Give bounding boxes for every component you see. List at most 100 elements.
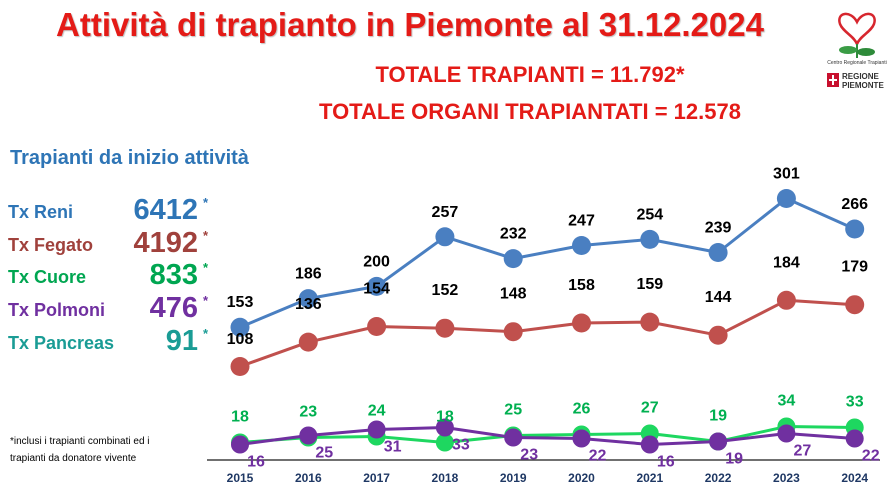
data-label-polmoni: 23 xyxy=(520,447,538,464)
footnote: *inclusi i trapianti combinati ed i trap… xyxy=(10,433,200,467)
x-tick-label: 2018 xyxy=(432,471,459,485)
data-label-polmoni: 33 xyxy=(452,437,470,454)
x-tick-label: 2015 xyxy=(227,471,254,485)
footnote-line2: trapianti da donatore vivente xyxy=(10,453,137,464)
stat-asterisk: * xyxy=(202,195,208,210)
data-point-cuore xyxy=(435,433,454,452)
data-label-fegato: 148 xyxy=(500,286,527,303)
stat-asterisk: * xyxy=(202,293,208,308)
stat-asterisk: * xyxy=(202,228,208,243)
stat-label: Tx Polmoni xyxy=(8,300,106,320)
data-label-fegato: 108 xyxy=(227,331,254,348)
data-point-fegato xyxy=(503,322,523,342)
data-label-cuore: 27 xyxy=(641,400,659,417)
stat-row: Tx Reni 6412 * xyxy=(8,193,208,227)
data-label-cuore: 18 xyxy=(231,409,249,426)
data-point-polmoni xyxy=(231,435,249,454)
total-transplants: TOTALE TRAPIANTI = 11.792* xyxy=(375,62,685,87)
data-label-reni: 254 xyxy=(636,206,663,223)
series-line-fegato xyxy=(239,298,855,368)
data-label-cuore: 18 xyxy=(436,409,454,426)
data-label-fegato: 152 xyxy=(432,282,459,299)
data-point-fegato xyxy=(845,295,865,315)
data-label-cuore: 33 xyxy=(846,394,864,411)
data-label-fegato: 158 xyxy=(568,277,595,294)
data-label-polmoni: 16 xyxy=(247,454,265,471)
data-point-polmoni xyxy=(572,429,591,448)
data-label-fegato: 184 xyxy=(773,254,800,271)
data-point-fegato xyxy=(435,318,455,338)
stat-row: Tx Cuore 833 * xyxy=(8,258,208,292)
data-label-fegato: 159 xyxy=(636,276,663,293)
data-label-polmoni: 31 xyxy=(384,439,402,456)
data-label-reni: 257 xyxy=(432,204,459,221)
data-point-fegato xyxy=(230,357,250,376)
data-label-cuore: 23 xyxy=(299,404,317,421)
regione-logo: REGIONE PIEMONTE xyxy=(824,70,890,92)
data-point-polmoni xyxy=(640,435,659,454)
x-tick-label: 2016 xyxy=(295,471,322,485)
data-label-reni: 301 xyxy=(773,165,800,182)
data-point-reni xyxy=(776,189,796,208)
x-tick-label: 2021 xyxy=(636,471,663,485)
regione-line1: REGIONE xyxy=(842,72,879,81)
data-label-polmoni: 27 xyxy=(794,443,812,460)
data-label-fegato: 136 xyxy=(295,296,322,313)
series-line-reni xyxy=(239,197,856,329)
data-label-cuore: 26 xyxy=(573,401,591,418)
data-point-fegato xyxy=(776,290,796,310)
data-point-reni xyxy=(367,276,387,296)
data-point-reni xyxy=(298,289,318,309)
data-point-polmoni xyxy=(299,426,318,445)
stat-asterisk: * xyxy=(202,326,208,341)
data-label-fegato: 179 xyxy=(841,259,868,276)
stat-value: 91 xyxy=(165,325,198,357)
heart-flower-icon xyxy=(838,12,876,58)
data-point-polmoni xyxy=(777,424,796,443)
footnote-line1: *inclusi i trapianti combinati ed i xyxy=(10,436,150,447)
data-point-fegato xyxy=(708,325,728,345)
data-label-cuore: 24 xyxy=(368,403,386,420)
logo-center-text: Centro Regionale Trapianti xyxy=(827,60,887,66)
subtitle: Trapianti da inizio attività xyxy=(10,147,249,169)
data-label-polmoni: 25 xyxy=(315,445,333,462)
stat-asterisk: * xyxy=(202,260,208,275)
data-point-fegato xyxy=(367,317,387,336)
data-point-polmoni xyxy=(367,420,386,439)
regione-shield-icon xyxy=(827,73,839,87)
data-point-polmoni xyxy=(709,432,728,451)
data-point-reni xyxy=(503,249,523,269)
x-tick-label: 2019 xyxy=(500,471,527,485)
regione-text: REGIONE PIEMONTE xyxy=(842,72,884,90)
data-label-cuore: 34 xyxy=(778,393,796,410)
data-point-polmoni xyxy=(435,418,454,437)
data-point-polmoni xyxy=(504,428,523,447)
data-label-reni: 200 xyxy=(363,253,390,270)
stat-label: Tx Pancreas xyxy=(8,333,115,353)
data-point-fegato xyxy=(572,313,591,333)
x-tick-label: 2017 xyxy=(363,471,390,485)
x-tick-label: 2023 xyxy=(773,471,800,485)
data-label-reni: 232 xyxy=(500,226,527,243)
data-point-reni xyxy=(640,229,660,249)
stat-label: Tx Cuore xyxy=(8,267,87,287)
data-label-cuore: 19 xyxy=(709,408,727,425)
total-organs: TOTALE ORGANI TRAPIANTATI = 12.578 xyxy=(319,99,741,124)
data-label-fegato: 144 xyxy=(705,289,732,306)
stat-value: 833 xyxy=(149,259,198,291)
data-point-fegato xyxy=(298,332,318,352)
data-point-reni xyxy=(845,219,865,239)
stat-row: Tx Polmoni 476 * xyxy=(8,291,208,325)
logo: Centro Regionale Trapianti REGIONE PIEMO… xyxy=(824,4,890,94)
data-point-reni xyxy=(230,317,250,337)
stat-label: Tx Reni xyxy=(8,202,74,222)
page-title: Attività di trapianto in Piemonte al 31.… xyxy=(56,6,764,43)
stat-value: 4192 xyxy=(133,227,198,259)
stat-value: 6412 xyxy=(133,194,198,226)
data-point-reni xyxy=(572,236,591,255)
data-label-fegato: 154 xyxy=(363,280,390,297)
data-point-fegato xyxy=(640,312,660,332)
data-label-reni: 186 xyxy=(295,266,322,283)
series-line-polmoni xyxy=(239,426,855,446)
